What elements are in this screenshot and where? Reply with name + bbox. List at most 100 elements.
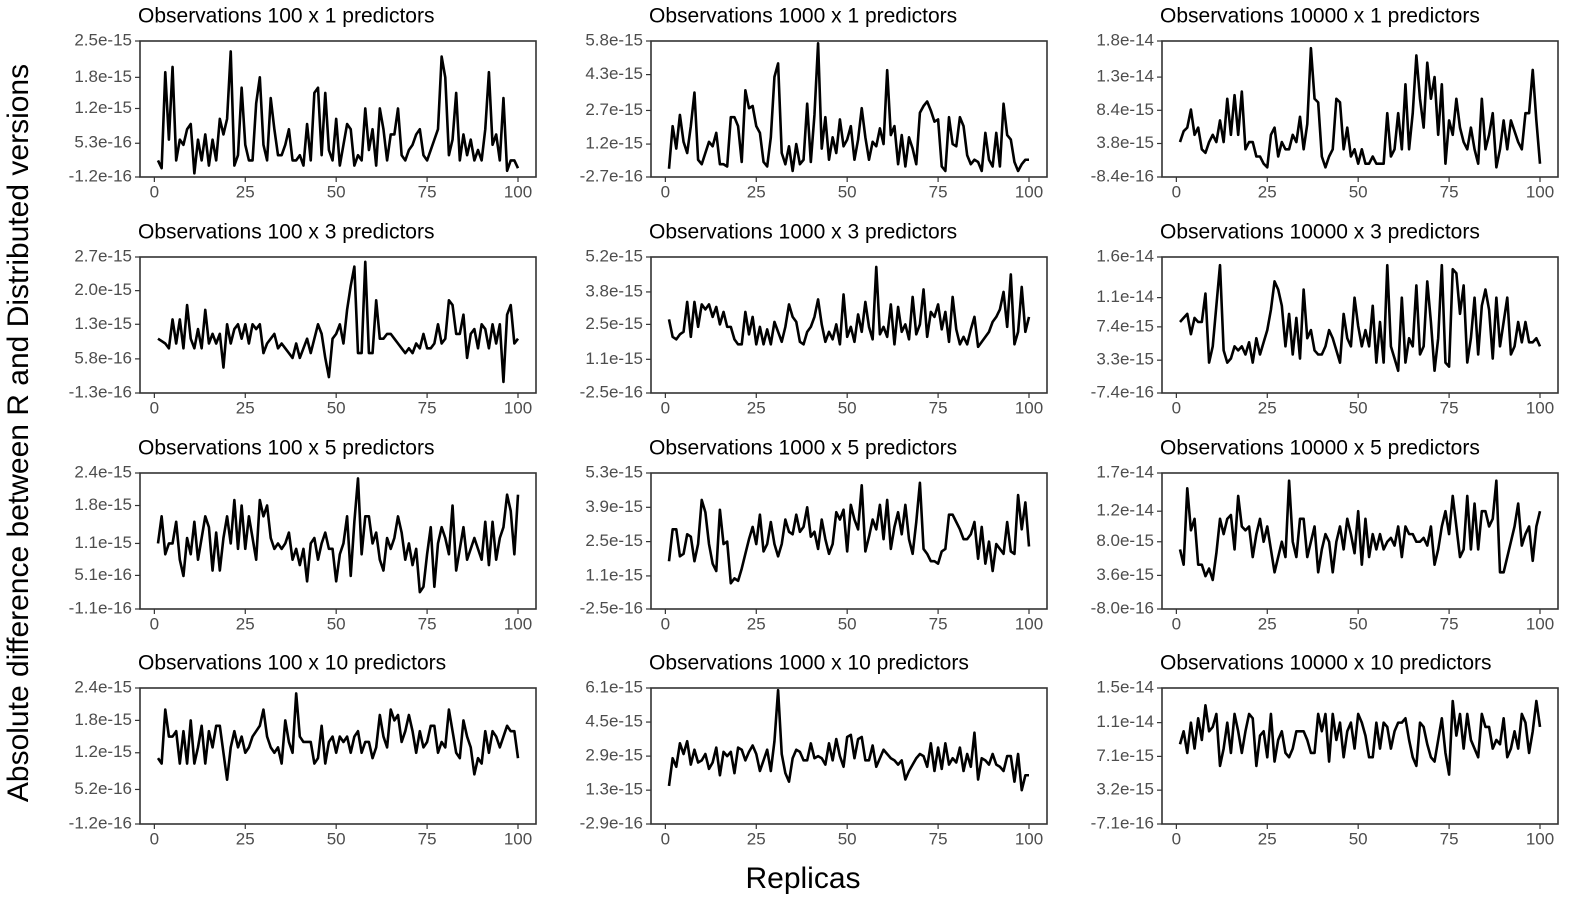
panel-title: Observations 100 x 3 predictors [138,221,434,244]
x-tick-label: 0 [150,398,159,417]
x-tick-label: 100 [504,398,532,417]
y-tick-label: 1.2e-15 [74,742,132,761]
x-tick-label: 25 [747,829,766,848]
x-tick-label: 25 [1258,829,1277,848]
panel-border [650,687,1048,825]
panel-border [139,472,537,610]
panel-title: Observations 10000 x 1 predictors [1160,5,1480,28]
x-tick-label: 50 [327,182,346,201]
x-tick-label: 0 [661,614,670,633]
x-tick-label: 75 [929,614,948,633]
y-tick-label: 5.8e-16 [74,348,132,367]
x-tick-label: 100 [1526,614,1554,633]
y-tick-label: 3.8e-15 [585,281,643,300]
x-tick-label: 50 [838,829,857,848]
x-tick-label: 25 [236,182,255,201]
x-tick-label: 25 [1258,182,1277,201]
data-line [157,260,520,384]
x-tick-label: 100 [504,182,532,201]
y-tick-label: 1.2e-15 [585,134,643,153]
x-tick-label: 0 [661,398,670,417]
y-tick-label: 1.1e-15 [74,533,132,552]
panel-title: Observations 100 x 1 predictors [138,5,434,28]
y-tick-label: 4.3e-15 [585,64,643,83]
y-tick-label: -1.1e-16 [69,598,132,617]
x-tick-label: 25 [1258,398,1277,417]
x-tick-label: 0 [150,614,159,633]
y-tick-label: 1.1e-15 [585,565,643,584]
y-tick-label: 1.8e-14 [1096,30,1154,49]
panel-border [1161,472,1559,610]
y-tick-label: 2.4e-15 [74,462,132,481]
panel-title: Observations 100 x 10 predictors [138,652,446,675]
x-tick-label: 25 [236,614,255,633]
y-tick-label: 4.5e-15 [585,712,643,731]
data-line [667,41,1029,173]
data-line [1178,699,1542,776]
data-line [667,688,1029,792]
data-line [667,481,1031,585]
y-tick-label: 1.1e-14 [1096,287,1154,306]
x-tick-label: 0 [1172,398,1181,417]
x-tick-label: 100 [1015,614,1043,633]
y-tick-label: 6.1e-15 [585,677,643,696]
y-tick-label: 5.8e-15 [585,30,643,49]
x-tick-label: 0 [1172,614,1181,633]
data-line [156,50,520,175]
y-tick-label: 5.1e-16 [74,565,132,584]
panel-border [650,472,1048,610]
y-tick-label: 2.5e-15 [585,314,643,333]
x-tick-label: 50 [1349,182,1368,201]
x-tick-label: 100 [504,614,532,633]
panel-title: Observations 10000 x 10 predictors [1160,652,1492,675]
x-tick-label: 0 [661,182,670,201]
panel-title: Observations 100 x 5 predictors [138,437,434,460]
y-tick-label: 8.0e-15 [1096,531,1154,550]
x-tick-label: 25 [1258,614,1277,633]
x-tick-label: 50 [1349,614,1368,633]
data-line [156,477,520,594]
y-tick-label: 3.2e-15 [1096,780,1154,799]
y-tick-label: 5.3e-16 [74,133,132,152]
panel-title: Observations 1000 x 1 predictors [649,5,957,28]
x-tick-label: 0 [661,829,670,848]
x-tick-label: 75 [418,182,437,201]
x-tick-label: 50 [327,829,346,848]
x-tick-label: 100 [504,829,532,848]
x-tick-label: 25 [747,182,766,201]
y-tick-label: -1.2e-16 [69,166,132,185]
y-tick-label: -2.9e-16 [580,813,643,832]
y-tick-label: 7.1e-15 [1096,746,1154,765]
x-tick-label: 0 [150,829,159,848]
x-tick-label: 75 [929,829,948,848]
panel-border [1161,687,1559,825]
panel-border [139,40,537,178]
data-line [667,265,1031,349]
y-tick-label: -2.5e-16 [580,382,643,401]
y-axis-title: Absolute difference between R and Distri… [2,64,35,802]
x-tick-label: 50 [838,614,857,633]
y-tick-label: 1.1e-15 [585,349,643,368]
data-line [1179,263,1542,373]
y-tick-label: 5.2e-15 [585,246,643,265]
y-tick-label: -1.2e-16 [69,813,132,832]
y-tick-label: 1.2e-14 [1096,501,1154,520]
x-tick-label: 100 [1526,182,1554,201]
x-tick-label: 25 [236,829,255,848]
y-tick-label: 2.7e-15 [74,246,132,265]
y-tick-label: 1.8e-15 [74,710,132,729]
y-tick-label: 2.4e-15 [74,677,132,696]
x-tick-label: 50 [1349,398,1368,417]
panel-border [139,256,537,394]
y-tick-label: -7.4e-16 [1091,382,1154,401]
panel-border [139,687,537,825]
y-tick-label: -2.7e-16 [580,166,643,185]
y-tick-label: 5.2e-16 [74,779,132,798]
y-tick-label: -1.3e-16 [69,382,132,401]
y-tick-label: 5.3e-15 [585,462,643,481]
panel-title: Observations 1000 x 5 predictors [649,437,957,460]
x-tick-label: 50 [327,614,346,633]
x-tick-label: 100 [1015,829,1043,848]
x-tick-label: 75 [418,829,437,848]
